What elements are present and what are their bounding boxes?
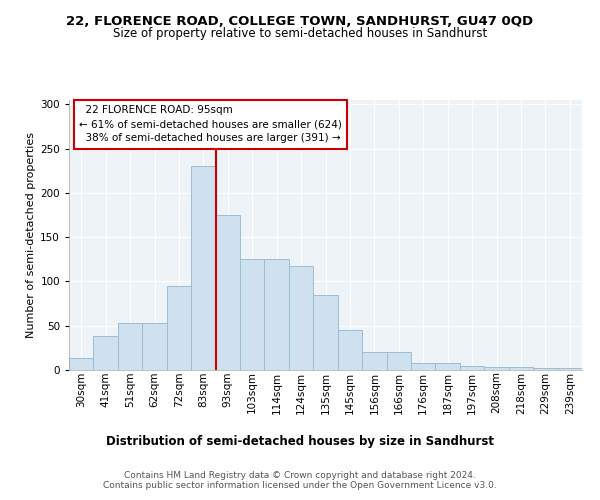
Bar [436,363,460,370]
Bar [240,260,265,370]
Bar [69,358,94,370]
Bar [167,286,191,370]
Bar [142,323,167,370]
Bar [338,330,362,370]
Bar [362,352,386,370]
Text: Contains HM Land Registry data © Crown copyright and database right 2024.
Contai: Contains HM Land Registry data © Crown c… [103,470,497,490]
Bar [94,336,118,370]
Bar [509,368,533,370]
Bar [460,366,484,370]
Bar [118,323,142,370]
Bar [557,368,582,370]
Text: Size of property relative to semi-detached houses in Sandhurst: Size of property relative to semi-detach… [113,28,487,40]
Bar [386,352,411,370]
Text: 22 FLORENCE ROAD: 95sqm
← 61% of semi-detached houses are smaller (624)
  38% of: 22 FLORENCE ROAD: 95sqm ← 61% of semi-de… [79,106,342,144]
Bar [313,295,338,370]
Bar [484,368,509,370]
Text: Distribution of semi-detached houses by size in Sandhurst: Distribution of semi-detached houses by … [106,435,494,448]
Bar [215,215,240,370]
Bar [191,166,215,370]
Y-axis label: Number of semi-detached properties: Number of semi-detached properties [26,132,36,338]
Bar [265,260,289,370]
Text: 22, FLORENCE ROAD, COLLEGE TOWN, SANDHURST, GU47 0QD: 22, FLORENCE ROAD, COLLEGE TOWN, SANDHUR… [67,15,533,28]
Bar [533,368,557,370]
Bar [289,266,313,370]
Bar [411,363,436,370]
